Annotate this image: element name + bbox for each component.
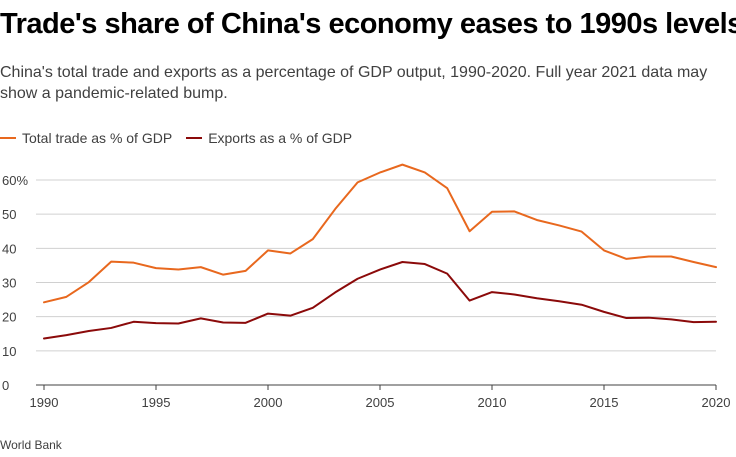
x-tick-label: 1995 xyxy=(142,395,171,410)
series-line-exports xyxy=(43,261,717,340)
x-tick-label: 2010 xyxy=(478,395,507,410)
y-tick-label: 50 xyxy=(2,207,16,222)
legend-label-total-trade: Total trade as % of GDP xyxy=(22,130,173,146)
series-line-total-trade xyxy=(43,163,717,304)
y-tick-label: 10 xyxy=(2,344,16,359)
x-tick-label: 2000 xyxy=(254,395,283,410)
y-tick-label: 20 xyxy=(2,310,16,325)
source-note: World Bank xyxy=(0,438,62,452)
x-tick-label: 2015 xyxy=(590,395,619,410)
x-tick-label: 2020 xyxy=(702,395,731,410)
chart-legend: Total trade as % of GDP Exports as a % o… xyxy=(0,130,366,146)
y-tick-label: 0 xyxy=(2,378,9,393)
legend-item-exports: Exports as a % of GDP xyxy=(186,130,352,146)
legend-item-total-trade: Total trade as % of GDP xyxy=(0,130,172,146)
x-tick-label: 2005 xyxy=(366,395,395,410)
x-tick-label: 1990 xyxy=(30,395,59,410)
y-tick-label: 60% xyxy=(2,173,28,188)
y-tick-label: 40 xyxy=(2,241,16,256)
legend-label-exports: Exports as a % of GDP xyxy=(208,130,353,146)
chart-title: Trade's share of China's economy eases t… xyxy=(0,8,736,40)
chart-subtitle: China's total trade and exports as a per… xyxy=(0,64,708,102)
y-tick-label: 30 xyxy=(2,276,16,291)
legend-swatch-exports xyxy=(186,137,203,139)
legend-swatch-total-trade xyxy=(0,137,16,139)
